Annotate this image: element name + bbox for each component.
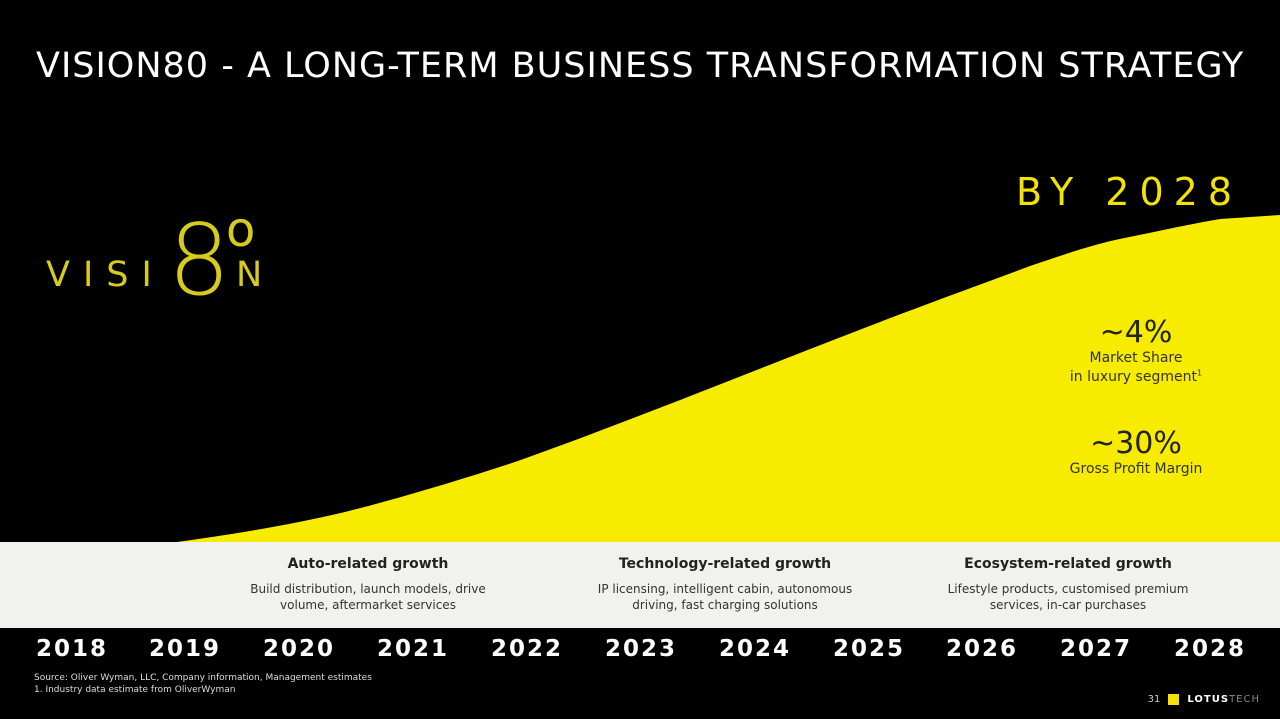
slide-title: VISION80 - A LONG-TERM BUSINESS TRANSFOR…: [36, 46, 1245, 86]
growth-title: Ecosystem-related growth: [964, 556, 1172, 572]
growth-desc-line1: Build distribution, launch models, drive: [250, 582, 486, 596]
year-label: 2023: [604, 636, 678, 662]
slide-footer: 31 LOTUSTECH: [1148, 694, 1260, 705]
source-line: Source: Oliver Wyman, LLC, Company infor…: [34, 673, 372, 683]
year-label: 2019: [148, 636, 222, 662]
growth-desc-line2: driving, fast charging solutions: [632, 598, 818, 613]
vision80-logo: VISI 8 o N: [44, 202, 284, 318]
year-label: 2026: [945, 636, 1019, 662]
growth-desc-line1: Lifestyle products, customised premium: [947, 582, 1189, 596]
metric-value: ~4%: [1099, 315, 1173, 350]
growth-technology: Technology-related growth IP licensing, …: [565, 556, 885, 613]
logo-prefix: VISI: [46, 255, 165, 295]
metric-market-share: ~4% Market Share in luxury segment1: [1036, 316, 1236, 387]
growth-title: Auto-related growth: [287, 556, 449, 572]
year-axis: 2018 2019 2020 2021 2022 2023 2024 2025 …: [0, 636, 1280, 668]
year-label: 2022: [490, 636, 564, 662]
year-label: 2020: [262, 636, 336, 662]
logo-digit: 8: [168, 205, 230, 305]
metric-value: ~30%: [1090, 426, 1182, 461]
growth-desc-line1: IP licensing, intelligent cabin, autonom…: [597, 582, 853, 596]
metric-label-line1: Market Share: [1089, 350, 1183, 366]
footnote-line: 1. Industry data estimate from OliverWym…: [34, 684, 236, 695]
logo-small-zero: o: [226, 205, 255, 258]
growth-categories-band: Auto-related growth Build distribution, …: [0, 542, 1280, 628]
growth-title: Technology-related growth: [618, 556, 832, 572]
growth-auto: Auto-related growth Build distribution, …: [218, 556, 518, 613]
year-label: 2024: [718, 636, 792, 662]
metric-label-line2: in luxury segment1: [1069, 368, 1203, 385]
logo-suffix: N: [236, 255, 262, 295]
vision80-logo-graphic: VISI 8 o N: [46, 202, 262, 318]
brand-logo: LOTUSTECH: [1187, 694, 1260, 705]
growth-desc-line2: services, in-car purchases: [989, 598, 1147, 613]
footnote-marker: 1: [1196, 368, 1203, 378]
year-label: 2027: [1059, 636, 1133, 662]
brand-square-icon: [1168, 694, 1180, 705]
growth-desc-line2: volume, aftermarket services: [280, 598, 456, 613]
page-number: 31: [1147, 694, 1161, 705]
source-note: Source: Oliver Wyman, LLC, Company infor…: [34, 673, 372, 696]
year-label: 2028: [1173, 636, 1247, 662]
year-label: 2025: [832, 636, 906, 662]
growth-area: [0, 215, 1280, 543]
year-label: 2018: [35, 636, 109, 662]
metric-label-line1: Gross Profit Margin: [1069, 461, 1203, 477]
year-label: 2021: [376, 636, 450, 662]
growth-ecosystem: Ecosystem-related growth Lifestyle produ…: [918, 556, 1218, 613]
metric-gross-margin: ~30% Gross Profit Margin: [1036, 427, 1236, 479]
target-year-label: BY 2028: [1016, 170, 1242, 214]
